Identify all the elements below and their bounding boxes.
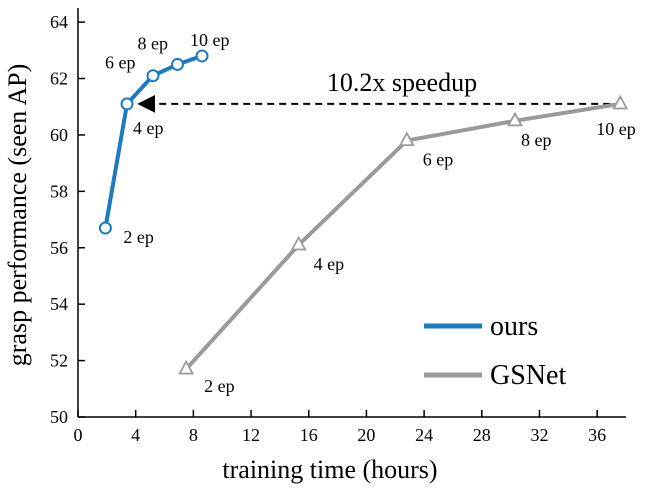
point-label-gsnet: 6 ep <box>423 150 454 170</box>
x-ticks: 0 4 8 12 16 20 24 28 32 36 <box>74 410 606 445</box>
x-tick-label: 28 <box>473 425 491 445</box>
x-axis-label: training time (hours) <box>222 455 437 484</box>
point-label-gsnet: 8 ep <box>521 130 552 150</box>
x-tick-label: 20 <box>357 425 375 445</box>
data-point-ours <box>146 69 160 83</box>
speedup-label: 10.2x speedup <box>327 68 477 97</box>
data-point-gsnet <box>178 359 195 375</box>
data-point-gsnet <box>612 94 629 110</box>
axes <box>77 8 626 418</box>
y-tick-label: 56 <box>50 238 68 258</box>
point-label-ours: 8 ep <box>138 33 169 53</box>
series-ours: 2 ep 4 ep 6 ep8 ep 10 ep <box>98 30 230 247</box>
plot-area: 2 ep4 ep6 ep8 ep 10 ep2 ep4 ep6 ep8 ep10 … <box>98 30 636 396</box>
x-tick-label: 0 <box>74 425 83 445</box>
y-tick-label: 62 <box>50 69 68 89</box>
y-tick-label: 60 <box>50 125 68 145</box>
x-tick-label: 36 <box>588 425 606 445</box>
data-point-ours <box>195 49 209 63</box>
point-label-gsnet: 2 ep <box>204 376 235 396</box>
point-label-ours: 6 ep <box>105 53 136 73</box>
data-point-gsnet <box>506 111 523 127</box>
data-point-gsnet <box>398 131 415 147</box>
legend: ours GSNet <box>424 311 566 391</box>
y-ticks: 50 52 54 56 58 60 62 64 <box>50 12 85 427</box>
y-tick-label: 58 <box>50 181 68 201</box>
y-tick-label: 50 <box>50 407 68 427</box>
y-tick-label: 52 <box>50 351 68 371</box>
point-label-gsnet: 10 ep <box>596 119 636 139</box>
x-tick-label: 12 <box>242 425 260 445</box>
legend-label-ours: ours <box>490 311 538 342</box>
series-gsnet: 2 ep 4 ep 6 ep 8 ep 10 ep <box>178 94 636 396</box>
x-tick-label: 16 <box>300 425 318 445</box>
point-label-ours: 4 ep <box>133 118 164 138</box>
legend-label-gsnet: GSNet <box>490 360 566 391</box>
point-label-gsnet: 4 ep <box>314 254 345 274</box>
x-tick-label: 24 <box>415 425 433 445</box>
y-axis-label: grasp performance (seen AP) <box>3 64 32 367</box>
x-tick-label: 4 <box>131 425 140 445</box>
y-tick-label: 64 <box>50 12 68 32</box>
y-tick-label: 54 <box>50 294 68 314</box>
point-label-ours: 10 ep <box>190 30 230 50</box>
x-tick-label: 32 <box>530 425 548 445</box>
data-point-ours <box>171 57 185 71</box>
x-tick-label: 8 <box>189 425 198 445</box>
data-point-ours <box>120 97 134 111</box>
annotation: 10.2x speedup <box>137 68 611 113</box>
data-point-ours <box>98 221 112 235</box>
point-label-ours: 2 ep <box>123 227 153 247</box>
data-point-gsnet <box>290 235 307 251</box>
